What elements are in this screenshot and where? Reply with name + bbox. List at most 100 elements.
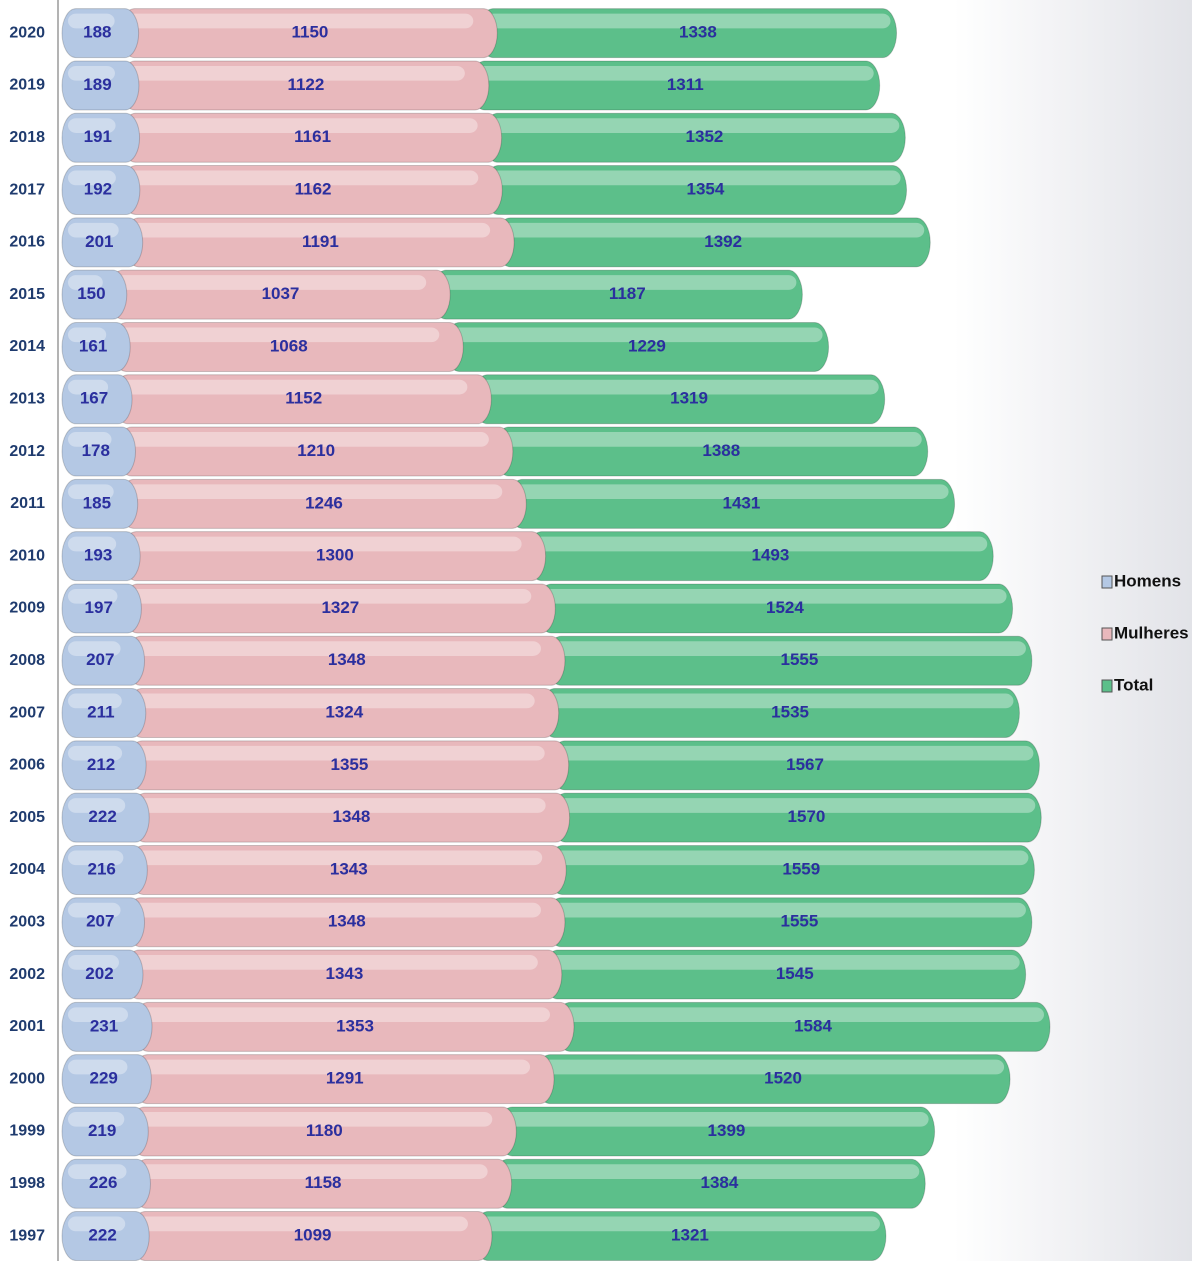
data-label: 1161 <box>294 127 331 146</box>
data-label: 1246 <box>305 493 343 512</box>
y-tick-label: 2017 <box>9 181 45 198</box>
bar-highlight <box>136 1111 493 1127</box>
bar-highlight <box>68 1164 127 1179</box>
bar-highlight <box>138 1164 488 1179</box>
data-label: 1493 <box>752 546 790 565</box>
y-tick-label: 1997 <box>9 1227 45 1244</box>
bar-segment <box>61 269 128 320</box>
data-label: 1229 <box>628 336 666 355</box>
bar-highlight <box>68 1111 125 1127</box>
bar-segment <box>61 321 131 372</box>
legend-swatch <box>1101 679 1113 693</box>
y-tick-label: 1998 <box>9 1175 45 1192</box>
y-tick-label: 2015 <box>9 286 45 303</box>
bar-highlight <box>476 65 874 81</box>
bar-segment <box>61 583 142 634</box>
bar-highlight <box>68 641 121 656</box>
data-label: 188 <box>83 23 111 42</box>
bar-highlight <box>500 432 922 447</box>
bar-highlight <box>438 275 797 290</box>
bar-segment <box>61 792 150 843</box>
data-label: 201 <box>85 232 113 251</box>
bar-highlight <box>68 588 118 604</box>
data-label: 1354 <box>686 180 724 199</box>
data-label: 207 <box>86 912 114 931</box>
data-label: 1300 <box>316 546 354 565</box>
bar-highlight <box>68 1216 126 1232</box>
data-label: 1191 <box>302 232 339 251</box>
legend-swatch <box>1101 627 1113 641</box>
data-label: 1570 <box>788 807 826 826</box>
bar-highlight <box>543 588 1007 604</box>
bar-segment <box>61 531 141 582</box>
data-label: 1158 <box>305 1173 342 1192</box>
bar-highlight <box>120 379 468 395</box>
bar-highlight <box>68 536 117 552</box>
data-label: 1348 <box>333 807 371 826</box>
bar-highlight <box>135 850 543 866</box>
bar-highlight <box>127 170 479 186</box>
data-label: 191 <box>84 127 112 146</box>
data-label: 1555 <box>781 650 819 669</box>
data-label: 193 <box>84 546 112 565</box>
data-label: 1324 <box>325 703 363 722</box>
data-label: 1187 <box>609 284 646 303</box>
y-tick-label: 2012 <box>9 443 45 460</box>
y-tick-label: 2001 <box>9 1018 45 1035</box>
bar-segment <box>61 949 144 1000</box>
bar-highlight <box>132 641 541 656</box>
y-tick-label: 2004 <box>9 861 45 878</box>
data-label: 1584 <box>794 1016 832 1035</box>
y-tick-label: 2020 <box>9 24 45 41</box>
y-tick-label: 2019 <box>9 77 45 94</box>
data-label: 1037 <box>262 284 300 303</box>
data-label: 161 <box>79 336 107 355</box>
legend-label: Total <box>1114 675 1153 694</box>
bar-segment <box>61 635 146 686</box>
data-label: 1399 <box>708 1121 746 1140</box>
data-label: 1150 <box>292 23 329 42</box>
bar-highlight <box>499 1164 920 1179</box>
bar-highlight <box>68 902 121 918</box>
y-tick-label: 2010 <box>9 547 45 564</box>
data-label: 1355 <box>330 755 368 774</box>
data-label: 1210 <box>297 441 335 460</box>
data-label: 178 <box>82 441 110 460</box>
bar-segment <box>61 1106 149 1157</box>
data-label: 1524 <box>766 598 804 617</box>
bar-segment <box>61 897 146 948</box>
bar-segment <box>61 844 148 895</box>
legend-swatch <box>1101 575 1113 589</box>
bar-segment <box>61 1054 152 1105</box>
bar-segment <box>61 426 137 477</box>
data-label: 1520 <box>764 1069 802 1088</box>
y-tick-label: 1999 <box>9 1123 45 1140</box>
bar-segment <box>61 740 147 791</box>
bar-highlight <box>490 170 901 186</box>
bar-highlight <box>125 484 503 500</box>
data-label: 1392 <box>704 232 742 251</box>
bar-highlight <box>542 1059 1005 1075</box>
bar-segment <box>61 8 140 59</box>
data-label: 1162 <box>295 180 332 199</box>
data-label: 1535 <box>771 703 809 722</box>
bar-highlight <box>451 327 823 343</box>
bar-segment <box>61 1158 151 1209</box>
data-label: 1545 <box>776 964 814 983</box>
y-tick-label: 2002 <box>9 966 45 983</box>
bar-highlight <box>68 850 124 866</box>
data-label: 1353 <box>336 1016 374 1035</box>
data-label: 216 <box>87 859 115 878</box>
bar-highlight <box>485 13 891 29</box>
bar-segment <box>61 374 133 425</box>
data-label: 189 <box>83 75 111 94</box>
bar-highlight <box>557 798 1036 813</box>
bar-segment <box>61 112 141 163</box>
bar-highlight <box>68 1007 129 1023</box>
y-tick-label: 2011 <box>10 495 45 512</box>
data-label: 150 <box>77 284 105 303</box>
bar-highlight <box>514 484 949 500</box>
bar-segment <box>61 60 140 111</box>
data-label: 1348 <box>328 912 366 931</box>
data-label: 1122 <box>287 75 324 94</box>
